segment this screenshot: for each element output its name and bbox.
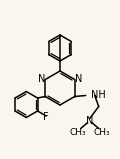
Text: N: N [75, 75, 82, 84]
Text: N: N [38, 75, 45, 84]
Text: F: F [43, 113, 49, 122]
Text: CH₃: CH₃ [69, 128, 86, 137]
Text: N: N [86, 117, 93, 127]
Text: CH₃: CH₃ [93, 128, 110, 137]
Text: NH: NH [91, 90, 105, 100]
